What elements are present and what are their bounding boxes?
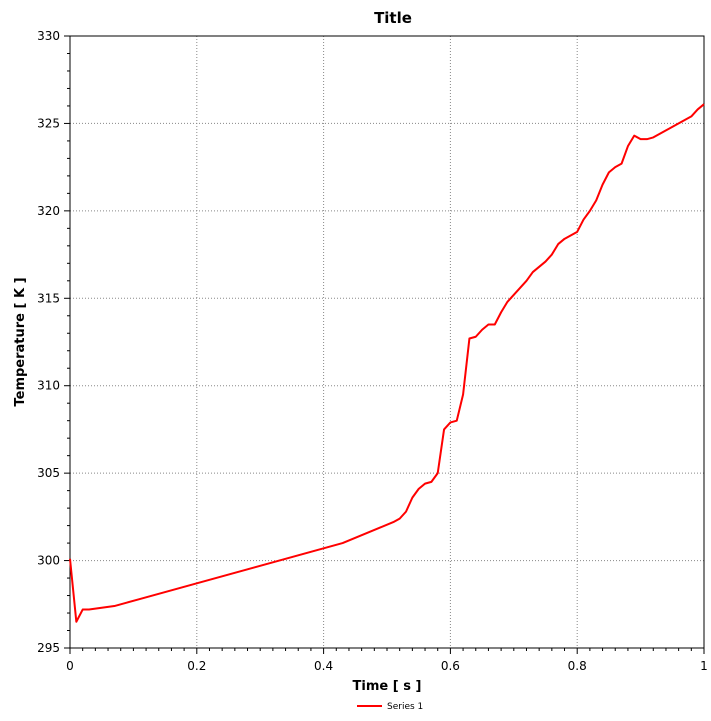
y-tick-label: 310 — [37, 379, 60, 393]
y-tick-label: 305 — [37, 466, 60, 480]
chart-title: Title — [374, 9, 412, 27]
x-axis-label: Time [ s ] — [353, 679, 422, 694]
y-tick-label: 325 — [37, 116, 60, 130]
legend-label: Series 1 — [387, 702, 423, 712]
y-tick-label: 300 — [37, 554, 60, 568]
y-axis-label: Temperature [ K ] — [13, 277, 28, 406]
x-tick-label: 0.2 — [187, 659, 206, 673]
x-tick-label: 0.4 — [314, 659, 333, 673]
plot-frame — [69, 35, 705, 649]
series-layer — [69, 103, 705, 623]
y-tick-label: 320 — [37, 204, 60, 218]
series-line — [69, 103, 705, 623]
x-tick-label: 0.6 — [441, 659, 460, 673]
x-tick-label: 0 — [66, 659, 74, 673]
axes: 0 0.2 0.4 0.6 0.8 1 295 300 305 310 315 320 325 330 — [37, 29, 708, 673]
x-tick-label: 1 — [700, 659, 708, 673]
y-tick-label: 295 — [37, 641, 60, 655]
grid — [70, 36, 704, 648]
legend: Series 1 — [357, 702, 423, 712]
x-tick-label: 0.8 — [568, 659, 587, 673]
y-tick-label: 330 — [37, 29, 60, 43]
y-tick-label: 315 — [37, 291, 60, 305]
